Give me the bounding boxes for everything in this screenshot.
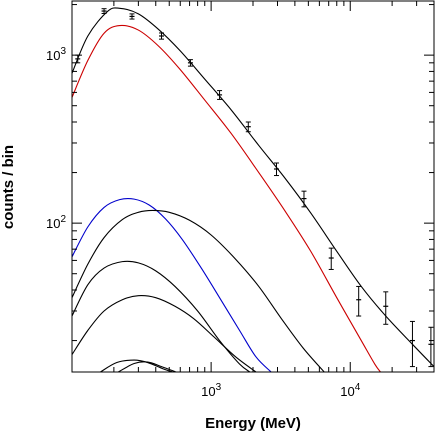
data-point-9 [301,190,307,208]
plot-frame [71,0,435,373]
data-point-11 [356,285,362,317]
data-point-4 [159,32,165,40]
x-tick-label-1: 103 [201,382,221,399]
data-point-14 [428,326,434,368]
axis-ticks [71,1,435,372]
data-point-10 [328,247,334,270]
series-line-8 [117,361,177,372]
y-axis-label: counts / bin [0,145,17,229]
data-point-13 [409,320,415,368]
series-line-4 [72,209,325,372]
series-line-7 [100,359,173,372]
data-point-3 [129,13,135,20]
data-point-7 [245,121,251,133]
series-line-2 [72,24,381,372]
data-points [75,8,434,368]
tick-labels: 103 104 102 103 [46,46,361,399]
y-tick-label-2: 103 [46,46,66,63]
series-line-3 [72,197,272,372]
data-point-2 [101,8,107,14]
series-line-1 [72,7,434,367]
data-point-8 [273,162,279,177]
x-axis-label: Energy (MeV) [205,415,301,432]
series-line-6 [72,295,257,372]
y-tick-label-1: 102 [46,214,66,231]
x-tick-label-2: 104 [340,382,360,399]
model-curves [72,7,434,372]
data-point-6 [217,90,223,100]
data-point-5 [187,59,193,67]
data-point-12 [383,291,389,325]
